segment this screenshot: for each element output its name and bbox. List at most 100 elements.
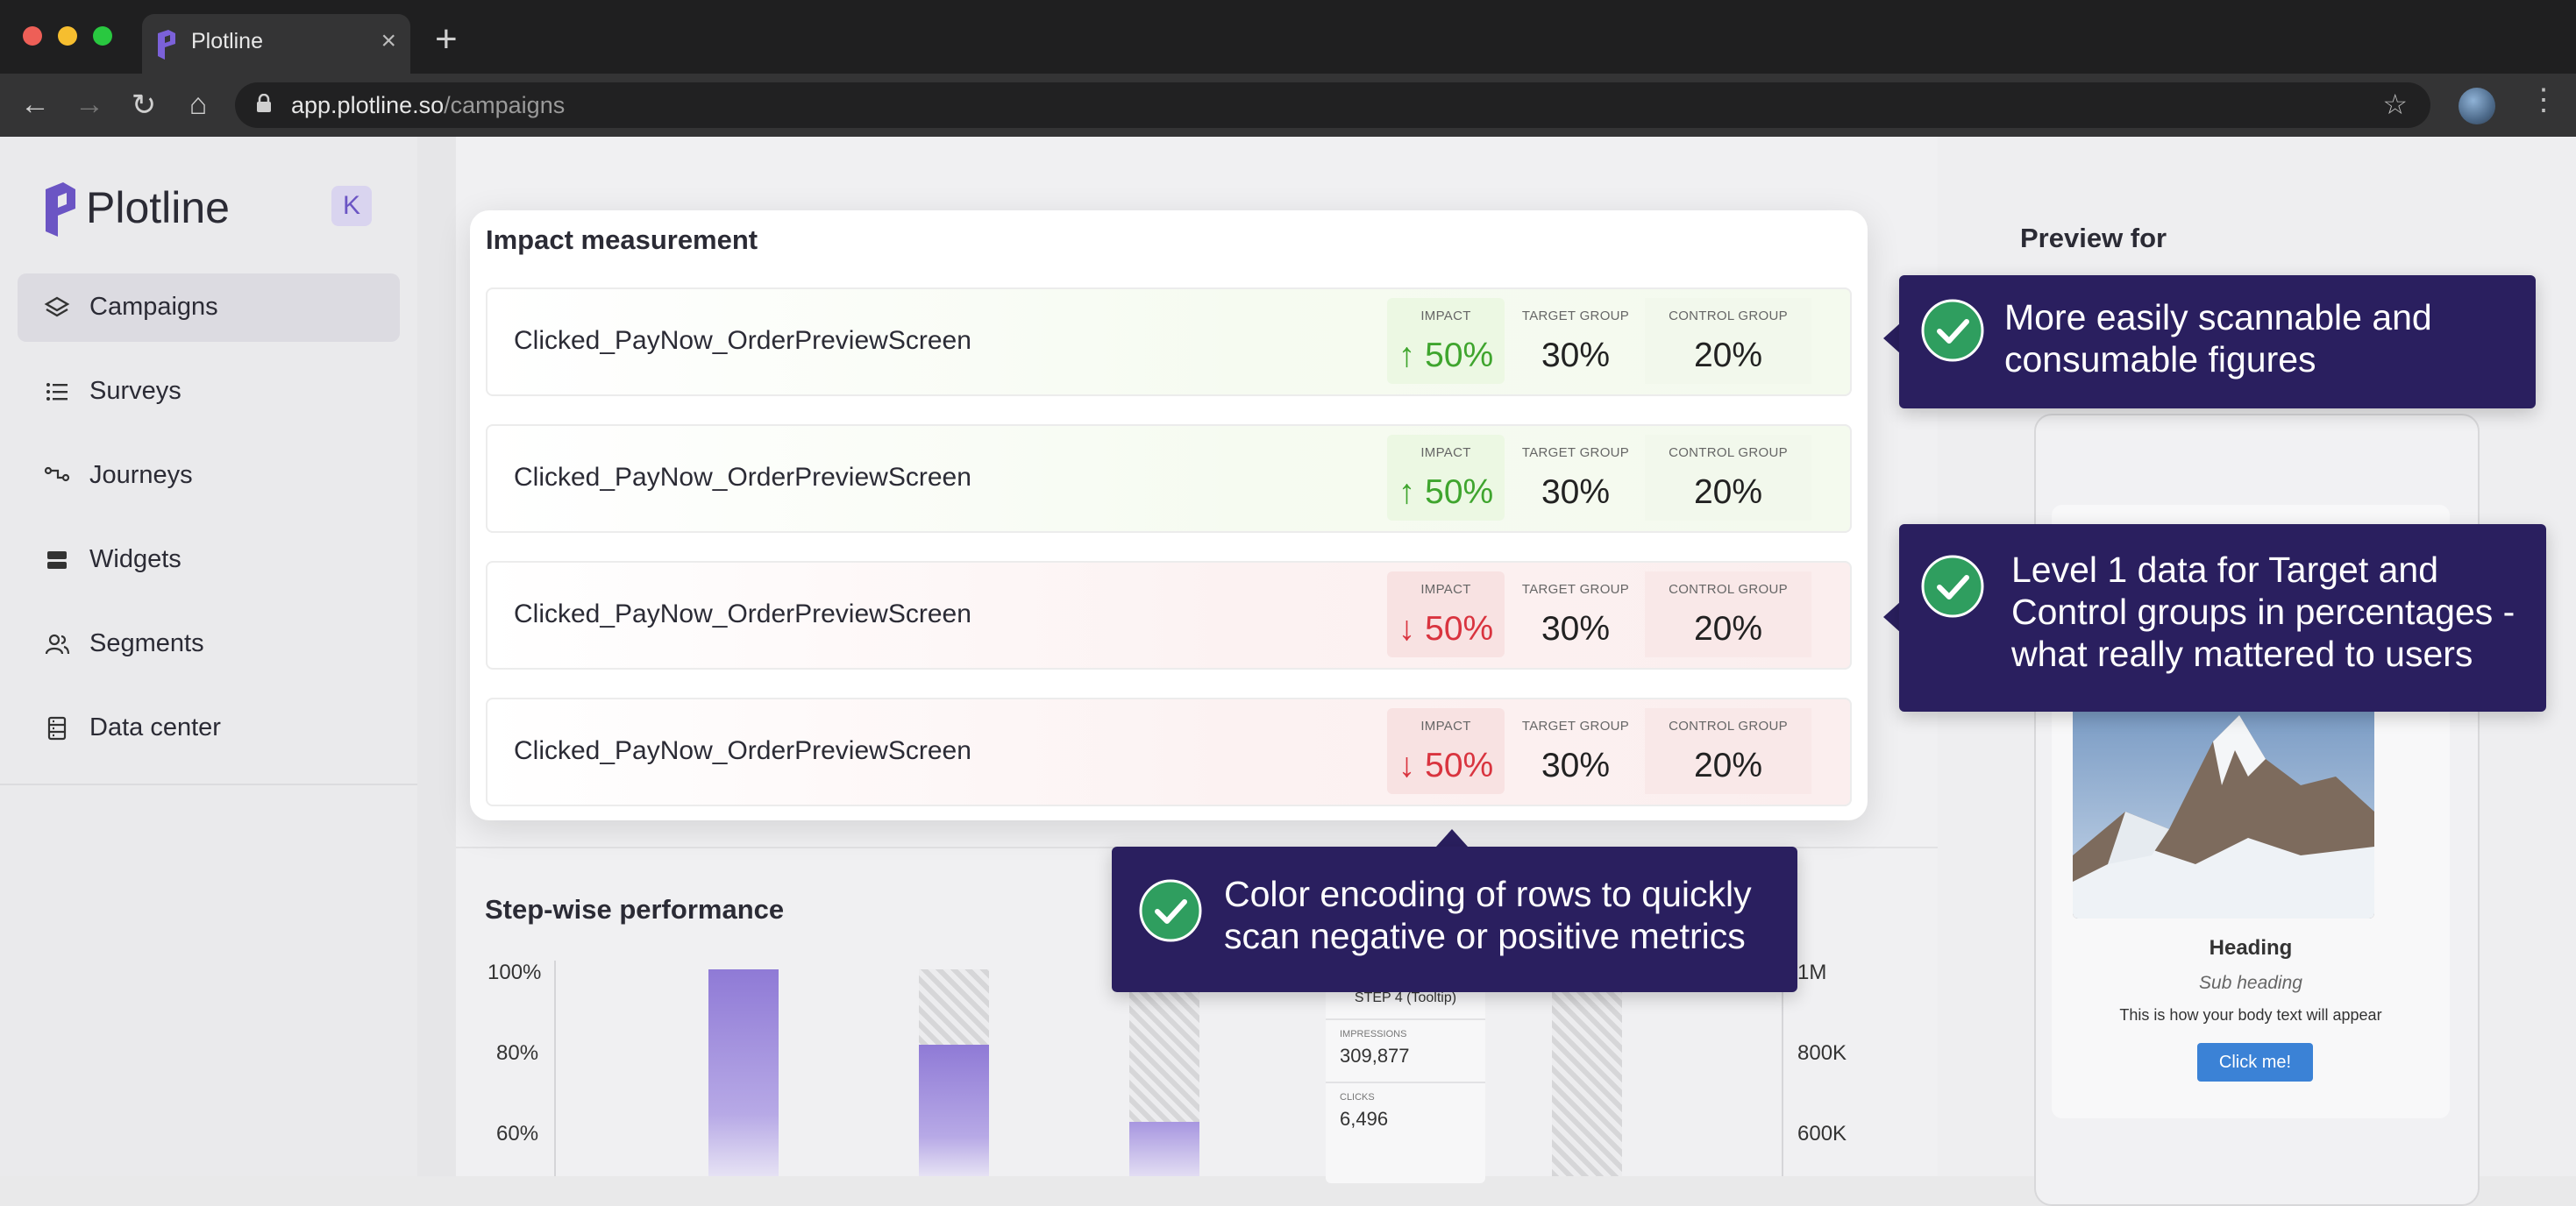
impact-label: IMPACT [1420,719,1471,734]
event-name: Clicked_PayNow_OrderPreviewScreen [514,599,971,628]
metric-row[interactable]: Clicked_PayNow_OrderPreviewScreen IMPACT… [486,424,1852,533]
check-circle-icon [1139,879,1202,942]
tooltip-title: STEP 4 (Tooltip) [1354,990,1457,1005]
y-axis-line [554,961,556,1176]
metric-row[interactable]: Clicked_PayNow_OrderPreviewScreen IMPACT… [486,287,1852,396]
arrow-down-icon: ↓ [1398,610,1416,648]
clicks-label: CLICKS [1340,1092,1375,1103]
lock-icon [257,94,271,112]
arrow-up-icon: ↑ [1398,473,1416,511]
tooltip-divider [1326,1018,1485,1020]
check-circle-icon [1921,555,1984,618]
control-group-label: CONTROL GROUP [1669,582,1788,597]
sidebar-item-journeys[interactable]: Journeys [18,442,400,510]
sidebar-item-surveys[interactable]: Surveys [18,358,400,426]
browser-menu-icon[interactable]: ⋮ [2529,83,2558,117]
forward-icon[interactable]: → [75,88,104,121]
chart-bar-dropoff [1552,969,1622,1176]
preview-subheading: Sub heading [2199,973,2302,993]
impact-value: ↑ 50% [1387,473,1505,512]
sidebar-item-data-center[interactable]: Data center [18,694,400,763]
back-icon[interactable]: ← [20,88,50,121]
sidebar-item-campaigns[interactable]: Campaigns [18,273,400,342]
impact-measurement-card: Impact measurement Clicked_PayNow_OrderP… [470,210,1868,820]
callout-line: More easily scannable and [2004,297,2432,337]
sidebar-item-label: Segments [89,629,204,657]
arrow-up-icon: ↑ [1398,337,1416,374]
callout-line: scan negative or positive metrics [1224,916,1746,956]
impressions-label: IMPRESSIONS [1340,1029,1407,1039]
callout-line: consumable figures [2004,339,2316,380]
preview-cta-button[interactable]: Click me! [2197,1043,2313,1082]
list-icon [46,383,68,401]
control-group-cell: CONTROL GROUP 20% [1645,298,1811,384]
minimize-window-button[interactable] [58,26,77,46]
impact-cell: IMPACT ↓ 50% [1387,571,1505,657]
check-circle-icon [1921,299,1984,362]
new-tab-button[interactable]: + [435,18,458,60]
reload-icon[interactable]: ↻ [131,89,157,122]
control-group-value: 20% [1693,337,1763,374]
target-group-value: 30% [1541,610,1611,648]
preview-body-text: This is how your body text will appear [2119,1006,2382,1024]
plotline-logo-icon [158,30,175,60]
control-group-cell: CONTROL GROUP 20% [1645,708,1811,794]
browser-tab[interactable]: Plotline × [142,14,410,74]
step-tooltip: STEP 4 (Tooltip) IMPRESSIONS 309,877 CLI… [1326,982,1485,1183]
callout-scannable-figures: More easily scannable and consumable fig… [1899,275,2536,408]
impact-label: IMPACT [1420,582,1471,597]
callout-pointer [1883,601,1901,633]
sidebar-item-widgets[interactable]: Widgets [18,526,400,594]
callout-pointer [1436,829,1468,847]
control-group-cell: CONTROL GROUP 20% [1645,571,1811,657]
bookmark-star-icon[interactable]: ☆ [2382,89,2408,120]
users-icon [45,634,70,655]
impact-cell: IMPACT ↑ 50% [1387,298,1505,384]
close-window-button[interactable] [23,26,42,46]
callout-text: Level 1 data for Target and Control grou… [2011,549,2515,675]
control-group-cell: CONTROL GROUP 20% [1645,435,1811,521]
impact-cell: IMPACT ↑ 50% [1387,435,1505,521]
tab-close-icon[interactable]: × [381,26,396,55]
control-group-value: 20% [1693,610,1763,648]
profile-avatar[interactable] [2459,88,2495,124]
address-bar[interactable]: app.plotline.so/campaigns ☆ [235,82,2430,128]
url-host: app.plotline.so [291,92,445,118]
clicks-value: 6,496 [1340,1108,1389,1130]
target-group-cell: TARGET GROUP 30% [1510,435,1641,521]
target-group-label: TARGET GROUP [1521,582,1630,597]
url-text: app.plotline.so/campaigns [291,92,565,119]
control-group-value: 20% [1693,747,1763,784]
target-group-label: TARGET GROUP [1521,445,1630,460]
target-group-cell: TARGET GROUP 30% [1510,708,1641,794]
callout-pointer [1883,323,1901,354]
callout-line: Color encoding of rows to quickly [1224,874,1752,914]
impact-value: ↓ 50% [1387,747,1505,785]
impact-value: ↑ 50% [1387,337,1505,375]
impact-label: IMPACT [1420,445,1471,460]
sidebar-collapse-button[interactable]: K [331,186,372,226]
callout-line: Level 1 data for Target and [2011,550,2439,590]
home-icon[interactable]: ⌂ [189,88,208,121]
target-group-value: 30% [1541,473,1611,511]
impact-percent: 50% [1425,747,1494,784]
impact-label: IMPACT [1420,309,1471,323]
metric-row[interactable]: Clicked_PayNow_OrderPreviewScreen IMPACT… [486,561,1852,670]
y-axis-label-left: 60% [496,1122,539,1146]
browser-titlebar: Plotline × + [0,0,2576,74]
sidebar-divider [0,784,417,785]
y-axis-label-right: 600K [1797,1122,1847,1146]
maximize-window-button[interactable] [93,26,112,46]
browser-toolbar: ← → ↻ ⌂ app.plotline.so/campaigns ☆ ⋮ [0,74,2576,137]
arrow-down-icon: ↓ [1398,747,1416,784]
impact-percent: 50% [1425,337,1494,374]
callout-text: More easily scannable and consumable fig… [2004,296,2432,380]
callout-color-encoding: Color encoding of rows to quickly scan n… [1112,847,1797,992]
mountain-illustration-icon [2073,680,2374,919]
impact-percent: 50% [1425,473,1494,511]
metric-row[interactable]: Clicked_PayNow_OrderPreviewScreen IMPACT… [486,698,1852,806]
sidebar-item-segments[interactable]: Segments [18,610,400,678]
impressions-value: 309,877 [1340,1045,1410,1067]
event-name: Clicked_PayNow_OrderPreviewScreen [514,463,971,492]
target-group-cell: TARGET GROUP 30% [1510,298,1641,384]
